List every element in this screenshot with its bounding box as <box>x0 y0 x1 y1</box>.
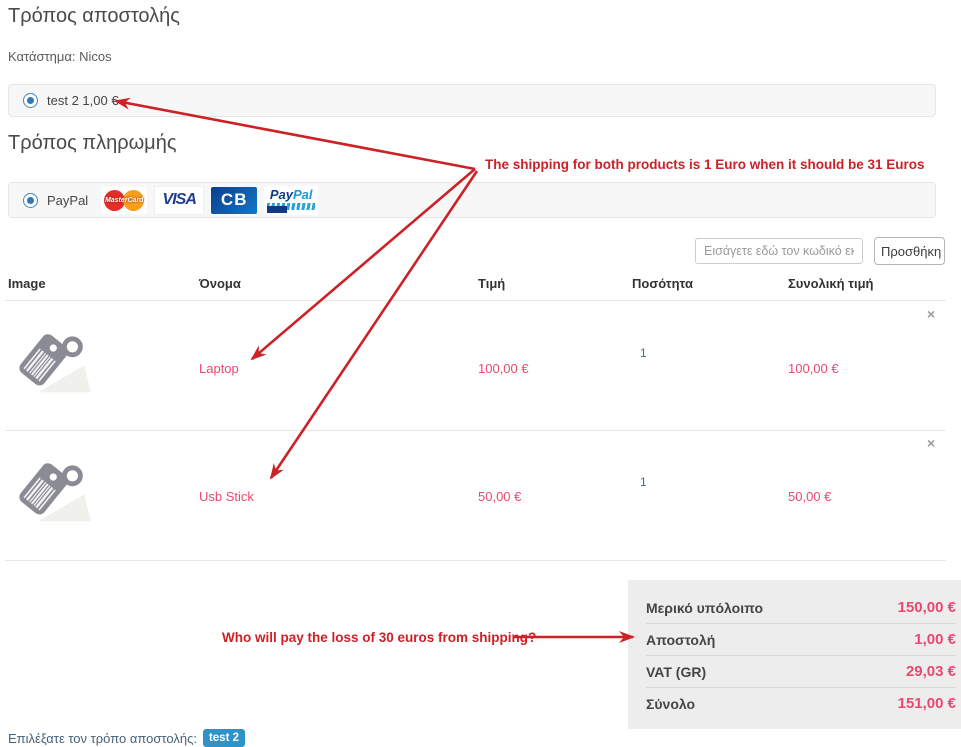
payment-logos: MasterCard VISA CB PayPal <box>101 185 319 215</box>
product-name-link[interactable]: Laptop <box>199 361 239 376</box>
payment-method-title: Τρόπος πληρωμής <box>8 132 177 154</box>
cb-text: CB <box>220 190 248 209</box>
row-divider <box>5 560 946 561</box>
remove-item-button[interactable]: × <box>927 306 936 322</box>
mastercard-red-circle <box>104 189 126 211</box>
remove-item-button[interactable]: × <box>927 435 936 451</box>
total-label: Μερικό υπόλοιπο <box>646 599 763 616</box>
visa-text: VISA <box>162 191 197 208</box>
product-name-link[interactable]: Usb Stick <box>199 489 254 504</box>
coupon-add-button[interactable]: Προσθήκη <box>874 237 945 265</box>
total-value: 151,00 € <box>897 695 956 712</box>
product-quantity[interactable]: 1 <box>640 346 647 360</box>
paypal-stripe-bar <box>267 202 316 210</box>
mastercard-orange-circle <box>123 189 145 211</box>
table-header-divider <box>5 300 946 301</box>
product-placeholder-image[interactable] <box>14 330 102 410</box>
selected-shipping-badge: test 2 <box>202 729 245 747</box>
store-label: Κατάστημα: Nicos <box>8 49 112 64</box>
total-label: Αποστολή <box>646 631 716 648</box>
shipping-method-title: Τρόπος αποστολής <box>8 5 180 27</box>
total-row-subtotal: Μερικό υπόλοιπο 150,00 € <box>646 592 956 624</box>
radio-dot-icon <box>27 196 34 204</box>
row-divider <box>5 430 946 431</box>
visa-logo-icon: VISA <box>154 185 205 215</box>
col-header-price: Τιμή <box>478 276 506 291</box>
radio-selected-icon[interactable] <box>23 93 38 108</box>
col-header-image: Image <box>8 276 46 291</box>
paypal-logo-icon: PayPal <box>264 185 319 215</box>
paypal-wordmark: PayPal <box>269 186 313 202</box>
mastercard-text: MasterCard <box>104 196 144 204</box>
total-row-vat: VAT (GR) 29,03 € <box>646 656 956 688</box>
carte-bleue-logo-icon: CB <box>211 186 258 214</box>
selected-shipping-footer: Επιλέξατε τον τρόπο αποστολής: test 2 <box>8 729 245 747</box>
total-row-shipping: Αποστολή 1,00 € <box>646 624 956 656</box>
payment-option-label: PayPal <box>47 192 89 208</box>
annotation-loss-question: Who will pay the loss of 30 euros from s… <box>222 630 537 645</box>
total-value: 1,00 € <box>914 631 956 648</box>
product-total: 100,00 € <box>788 361 839 376</box>
radio-dot-icon <box>27 97 34 104</box>
shipping-option-label: test 2 1,00 € <box>47 93 119 108</box>
col-header-quantity: Ποσότητα <box>632 276 693 291</box>
total-row-grand-total: Σύνολο 151,00 € <box>646 688 956 719</box>
selected-shipping-label: Επιλέξατε τον τρόπο αποστολής: <box>8 730 197 746</box>
product-placeholder-image[interactable] <box>14 459 102 539</box>
radio-selected-icon[interactable] <box>23 192 38 208</box>
product-price: 50,00 € <box>478 489 522 504</box>
col-header-total: Συνολική τιμή <box>788 276 874 291</box>
shipping-option-row[interactable]: test 2 1,00 € <box>8 84 936 117</box>
total-label: Σύνολο <box>646 695 696 712</box>
total-value: 150,00 € <box>897 599 956 616</box>
col-header-name: Όνομα <box>199 276 241 291</box>
payment-option-row[interactable]: PayPal MasterCard VISA CB PayPal <box>8 182 936 218</box>
total-value: 29,03 € <box>905 663 956 680</box>
product-quantity[interactable]: 1 <box>640 475 647 489</box>
order-totals-panel: Μερικό υπόλοιπο 150,00 € Αποστολή 1,00 €… <box>628 580 961 729</box>
product-total: 50,00 € <box>788 489 832 504</box>
mastercard-logo-icon: MasterCard <box>101 186 148 214</box>
annotation-shipping-note: The shipping for both products is 1 Euro… <box>485 157 925 172</box>
total-label: VAT (GR) <box>646 663 707 680</box>
coupon-input[interactable] <box>695 238 863 264</box>
product-price: 100,00 € <box>478 361 529 376</box>
